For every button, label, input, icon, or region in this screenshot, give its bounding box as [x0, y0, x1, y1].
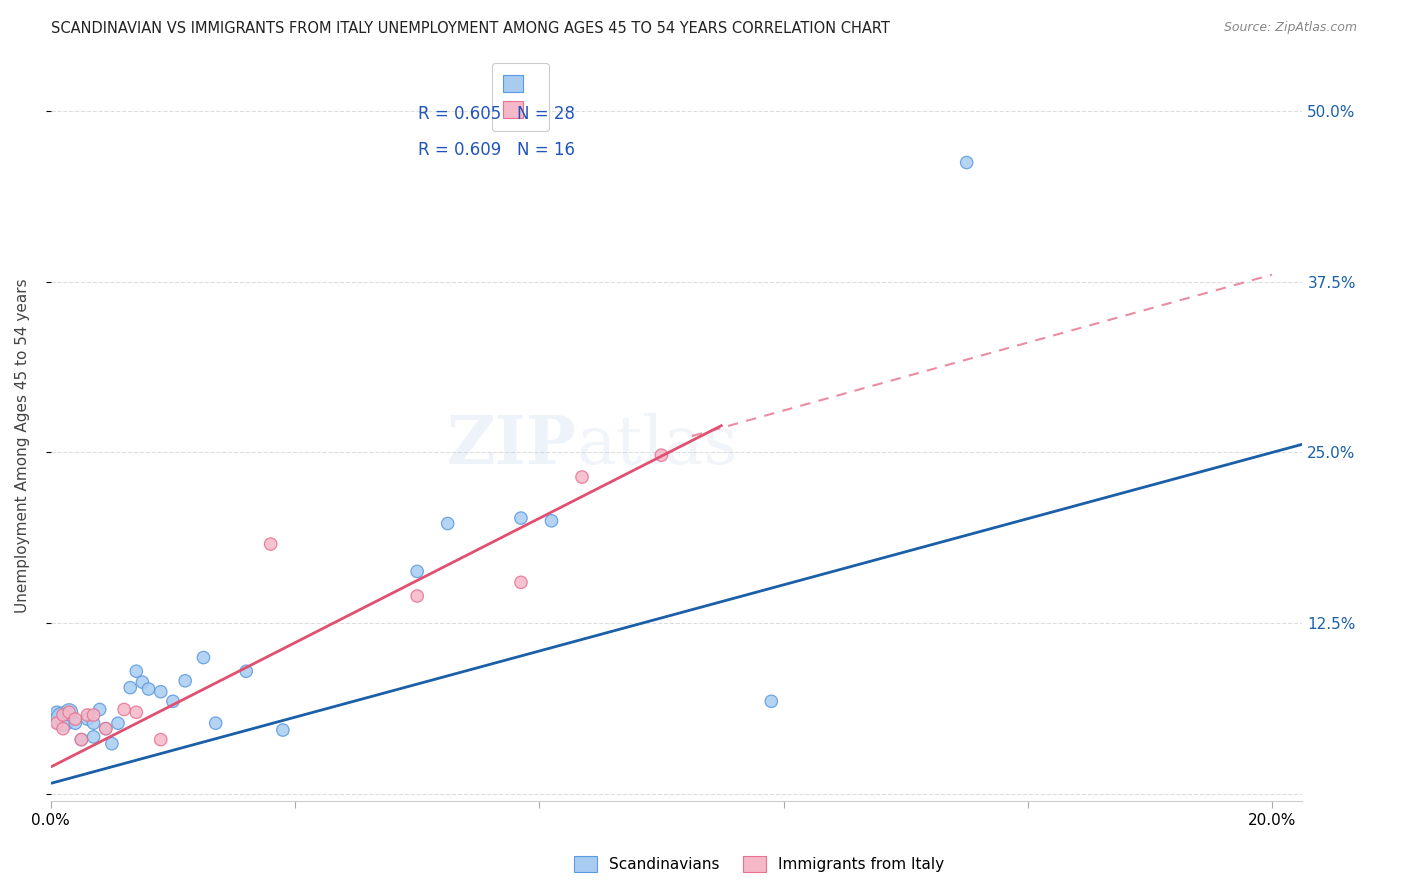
- Point: [149, 684, 172, 698]
- Point: [174, 673, 197, 688]
- Point: [571, 470, 593, 484]
- Point: [406, 565, 429, 579]
- Text: R = 0.605   N = 28: R = 0.605 N = 28: [418, 104, 575, 122]
- Text: ZIP: ZIP: [447, 413, 576, 478]
- Point: [162, 694, 184, 708]
- Point: [94, 722, 117, 736]
- Point: [83, 708, 105, 723]
- Point: [193, 650, 215, 665]
- Point: [65, 712, 87, 726]
- Point: [65, 716, 87, 731]
- Point: [112, 702, 135, 716]
- Point: [271, 723, 294, 737]
- Point: [76, 712, 98, 726]
- Point: [70, 732, 93, 747]
- Point: [510, 511, 533, 525]
- Point: [89, 702, 111, 716]
- Point: [45, 705, 67, 719]
- Text: SCANDINAVIAN VS IMMIGRANTS FROM ITALY UNEMPLOYMENT AMONG AGES 45 TO 54 YEARS COR: SCANDINAVIAN VS IMMIGRANTS FROM ITALY UN…: [51, 21, 890, 36]
- Legend: Scandinavians, Immigrants from Italy: Scandinavians, Immigrants from Italy: [567, 848, 952, 880]
- Point: [70, 732, 93, 747]
- Point: [204, 716, 226, 731]
- Point: [52, 722, 75, 736]
- Point: [45, 716, 67, 731]
- Point: [125, 705, 148, 719]
- Point: [138, 681, 160, 696]
- Text: R = 0.609   N = 16: R = 0.609 N = 16: [418, 142, 575, 160]
- Point: [650, 448, 672, 462]
- Point: [510, 575, 533, 590]
- Point: [58, 705, 80, 719]
- Point: [235, 664, 257, 678]
- Point: [761, 694, 783, 708]
- Text: atlas: atlas: [576, 413, 738, 478]
- Point: [52, 708, 75, 723]
- Point: [259, 537, 281, 551]
- Point: [76, 708, 98, 723]
- Point: [52, 712, 75, 726]
- Point: [107, 716, 129, 731]
- Point: [83, 716, 105, 731]
- Point: [406, 589, 429, 603]
- Point: [956, 155, 979, 169]
- Point: [120, 681, 142, 695]
- Point: [436, 516, 458, 531]
- Point: [149, 732, 172, 747]
- Text: Source: ZipAtlas.com: Source: ZipAtlas.com: [1223, 21, 1357, 34]
- Point: [83, 730, 105, 744]
- Point: [540, 514, 562, 528]
- Point: [131, 675, 153, 690]
- Legend:  ,  : ,: [492, 62, 548, 131]
- Point: [58, 705, 80, 719]
- Point: [94, 722, 117, 736]
- Y-axis label: Unemployment Among Ages 45 to 54 years: Unemployment Among Ages 45 to 54 years: [15, 278, 30, 613]
- Point: [125, 664, 148, 678]
- Point: [101, 737, 124, 751]
